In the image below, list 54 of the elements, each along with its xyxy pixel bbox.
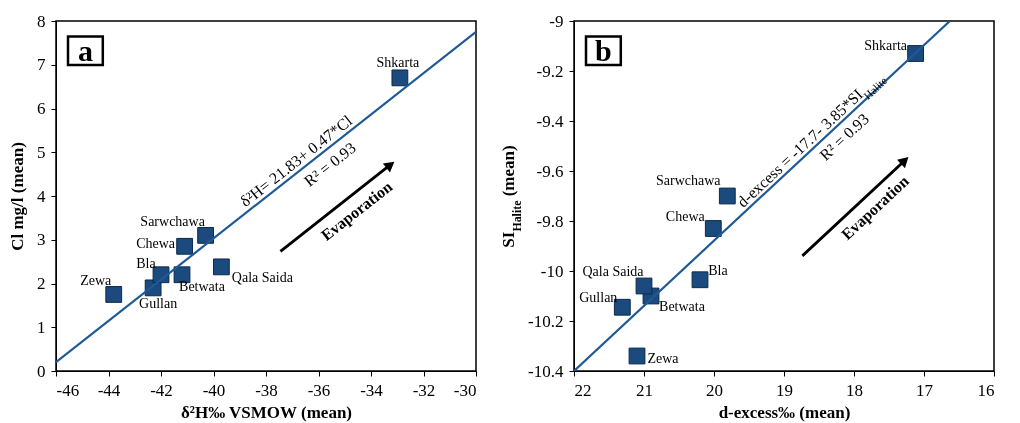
- annotation: Sarwchawa: [140, 214, 206, 230]
- annotation: Qala Saida: [231, 269, 294, 285]
- x-tick-label: 19: [776, 380, 793, 400]
- x-tick-label: -44: [97, 380, 121, 400]
- y-tick-label: -10.2: [528, 311, 564, 331]
- annotation: Zewa: [647, 351, 680, 366]
- x-tick-label: -42: [150, 380, 173, 400]
- y-tick-label: -9.2: [536, 61, 564, 81]
- y-tick-label: 0: [37, 361, 46, 381]
- y-tick-label: -9: [549, 11, 564, 31]
- y-tick-label: 3: [37, 230, 46, 250]
- annotation: Shkarta: [864, 37, 908, 53]
- x-tick-label: -46: [56, 380, 80, 400]
- y-tick-label: 1: [37, 317, 46, 337]
- annotation: Bla: [708, 262, 729, 278]
- annotation: Betwata: [179, 278, 226, 294]
- y-axis-title: Cl mg/l (mean): [8, 142, 27, 251]
- x-tick-label: -34: [360, 380, 384, 400]
- x-tick-label: 17: [916, 380, 934, 400]
- y-tick-label: -9.8: [536, 211, 564, 231]
- annotation: Chewa: [665, 208, 706, 224]
- x-axis-title: d-excess‰ (mean): [718, 402, 851, 422]
- x-tick-label: 18: [846, 380, 863, 400]
- x-tick-label: -32: [412, 380, 436, 400]
- y-tick-label: -10.4: [528, 361, 564, 381]
- y-tick-label: 4: [37, 186, 46, 206]
- annotation: Qala Saida: [582, 264, 645, 279]
- annotation: Gullan: [139, 295, 178, 311]
- x-tick-label: -40: [202, 380, 226, 400]
- chart-title: b: [595, 33, 612, 67]
- annotation: Gullan: [579, 290, 618, 306]
- y-tick-label: 7: [37, 55, 46, 75]
- y-tick-label: -10: [540, 261, 564, 281]
- annotation: Chewa: [136, 236, 176, 252]
- chart-title: a: [77, 33, 93, 67]
- x-tick-label: -36: [307, 380, 331, 400]
- annotation: Shkarta: [376, 54, 421, 70]
- annotation: Sarwchawa: [656, 173, 722, 188]
- x-tick-label: -38: [255, 380, 278, 400]
- y-tick-label: -9.6: [536, 161, 564, 181]
- y-tick-label: -9.4: [536, 111, 564, 131]
- y-tick-label: 8: [37, 11, 46, 31]
- x-tick-label: -30: [453, 380, 477, 400]
- y-tick-label: 6: [37, 99, 46, 118]
- x-tick-label: 16: [977, 380, 995, 400]
- x-tick-label: 20: [706, 380, 723, 400]
- y-tick-label: 2: [37, 274, 46, 293]
- y-tick-label: 5: [37, 142, 46, 162]
- annotation: Bla: [136, 255, 157, 271]
- x-axis-title: δ²H‰ VSMOW (mean): [180, 402, 353, 422]
- x-tick-label: 22: [574, 380, 592, 400]
- annotation: Zewa: [80, 273, 113, 289]
- annotation: Betwata: [659, 299, 706, 314]
- x-tick-label: 21: [636, 380, 653, 400]
